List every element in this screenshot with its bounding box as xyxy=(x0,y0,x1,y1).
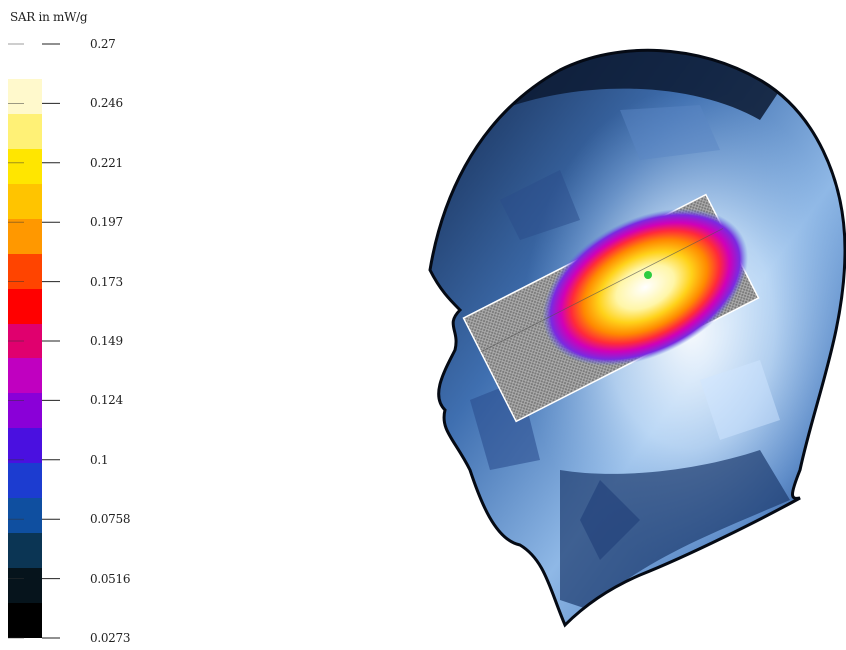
colorbar-tick-label: 0.1 xyxy=(90,452,109,467)
peak-point-marker xyxy=(644,271,652,279)
colorbar-band xyxy=(8,568,42,605)
sar-colorbar xyxy=(8,44,42,638)
colorbar-tick-label: 0.246 xyxy=(90,96,123,111)
colorbar-band xyxy=(8,218,42,255)
colorbar-tick-label: 0.0273 xyxy=(90,631,131,645)
colorbar-band xyxy=(8,603,42,638)
sar-hotspot xyxy=(542,208,749,366)
colorbar-band xyxy=(8,428,42,465)
colorbar-band xyxy=(8,323,42,360)
colorbar-tick-label: 0.149 xyxy=(90,334,123,348)
colorbar-band xyxy=(8,78,42,115)
colorbar-title: SAR in mW/g xyxy=(10,10,88,24)
sar-scan-area xyxy=(462,193,760,423)
colorbar-tick-label: 0.27 xyxy=(90,37,116,51)
colorbar-tick-label: 0.0516 xyxy=(90,571,131,586)
colorbar-band xyxy=(8,463,42,500)
colorbar-band xyxy=(8,533,42,570)
colorbar-tick-label: 0.173 xyxy=(90,274,123,289)
colorbar-tick-label: 0.0758 xyxy=(90,512,131,527)
colorbar-band xyxy=(8,183,42,220)
colorbar-band xyxy=(8,358,42,395)
colorbar-tick-label: 0.124 xyxy=(90,393,123,408)
colorbar-band xyxy=(8,498,42,535)
colorbar-band xyxy=(8,113,42,150)
colorbar-tick-label: 0.221 xyxy=(90,155,123,170)
colorbar-tick-label: 0.197 xyxy=(90,215,123,230)
colorbar-band xyxy=(8,148,42,185)
colorbar-band xyxy=(8,253,42,290)
colorbar-band xyxy=(8,393,42,430)
colorbar-band xyxy=(8,288,42,325)
colorbar-band xyxy=(8,44,42,80)
